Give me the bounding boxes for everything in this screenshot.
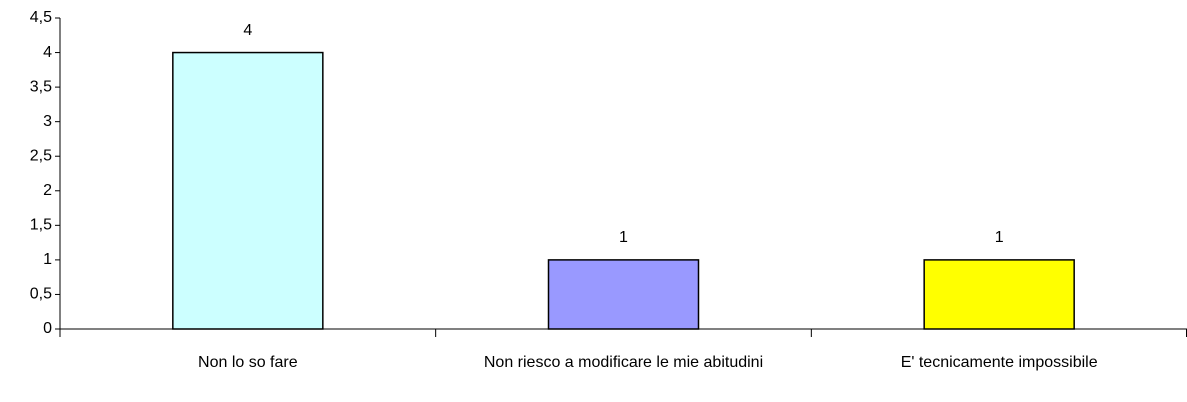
bar — [172, 51, 324, 330]
x-tick-label: E' tecnicamente impossibile — [900, 354, 1098, 371]
bar — [547, 259, 700, 330]
data-label: 1 — [619, 229, 628, 246]
x-tick-label-box: Non lo so fare — [198, 354, 298, 371]
x-tick-label: Non lo so fare — [198, 354, 298, 371]
bar — [923, 259, 1075, 330]
y-tick-label: 1,5 — [30, 217, 52, 234]
x-tick-label-box: Non riesco a modificare le mie abitudini — [483, 354, 764, 371]
y-tick-label: 2 — [43, 182, 52, 199]
y-tick-label: 3 — [43, 113, 52, 130]
data-label: 1 — [995, 229, 1004, 246]
y-tick-label: 4,5 — [30, 9, 52, 26]
y-tick-label: 0 — [43, 320, 52, 337]
x-tick-label: Non riesco a modificare le mie abitudini — [483, 354, 764, 371]
y-tick-label: 0,5 — [30, 286, 52, 303]
y-tick-label: 2,5 — [30, 147, 52, 164]
x-tick-label-box: E' tecnicamente impossibile — [900, 354, 1098, 371]
y-tick-label: 3,5 — [30, 78, 52, 95]
data-label: 4 — [243, 22, 252, 39]
y-tick-label: 4 — [43, 44, 52, 61]
y-tick-label: 1 — [43, 251, 52, 268]
